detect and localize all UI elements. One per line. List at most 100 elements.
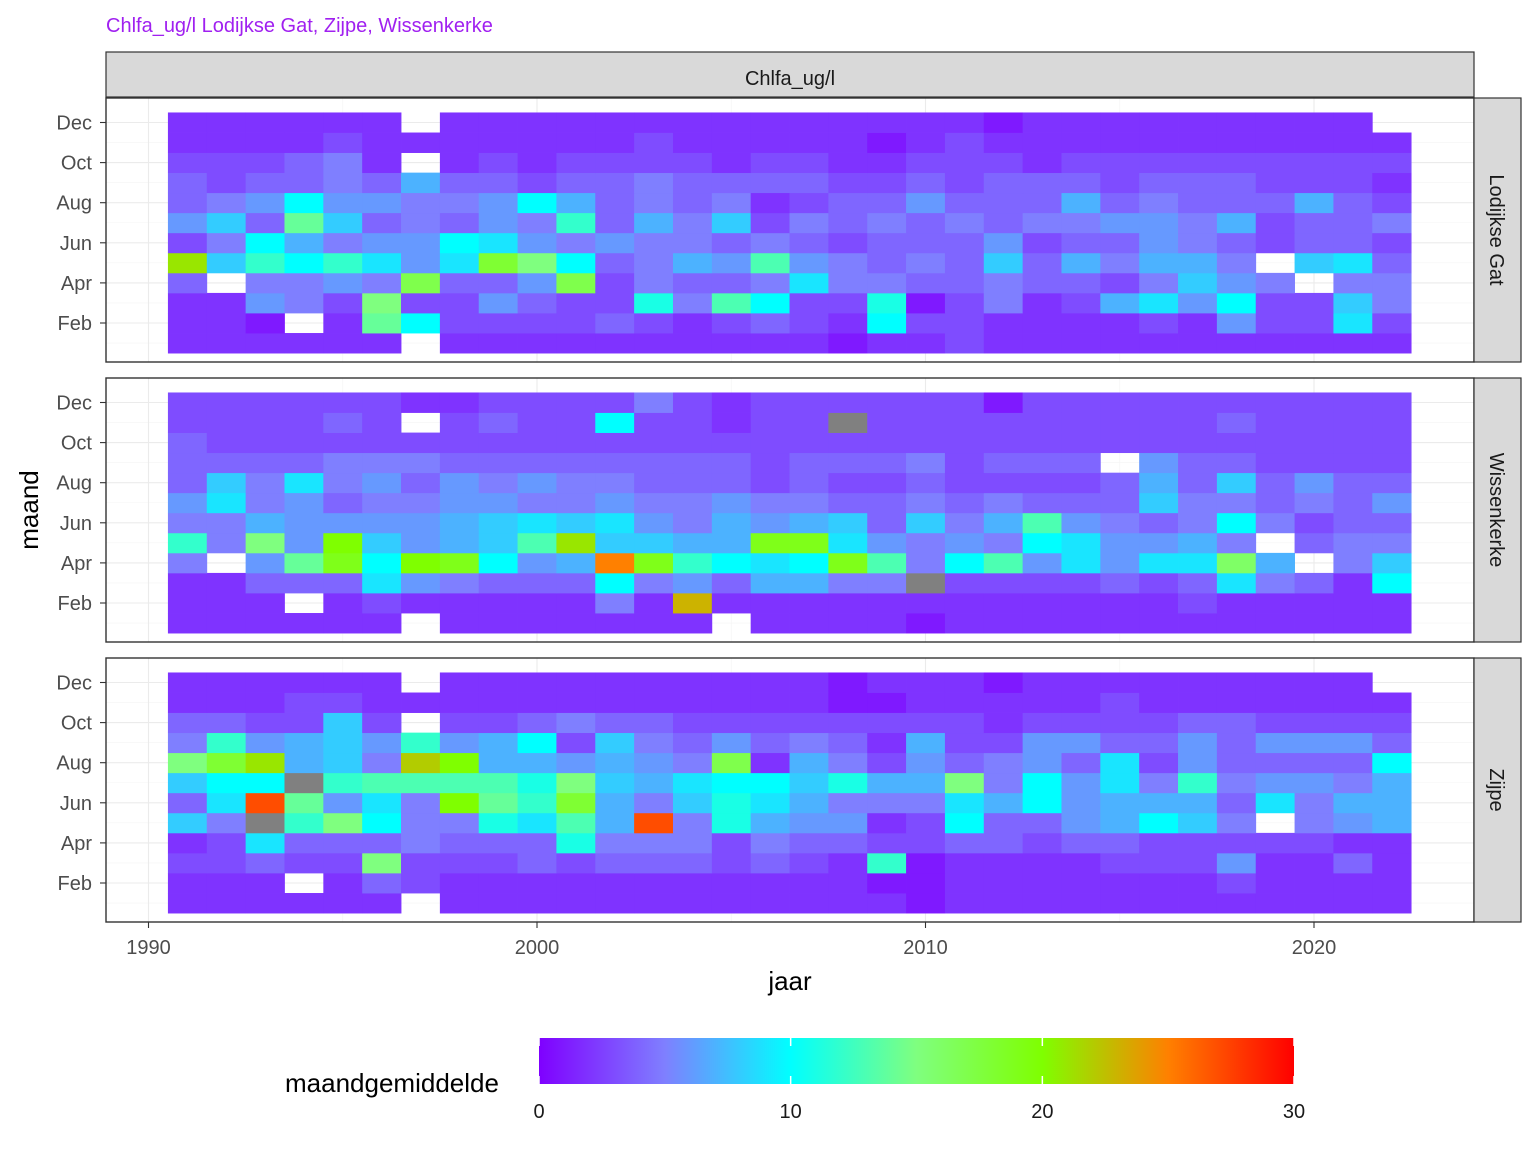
heatmap-cell	[284, 472, 324, 494]
heatmap-cell	[245, 832, 285, 854]
heatmap-cell	[478, 132, 518, 153]
heatmap-cell	[1100, 232, 1140, 254]
heatmap-cell	[828, 872, 868, 894]
heatmap-cell	[828, 432, 868, 454]
heatmap-cell	[1372, 812, 1412, 834]
heatmap-cell	[439, 672, 480, 693]
column-strip: Chlfa_ug/l	[105, 51, 1475, 98]
heatmap-cell	[206, 212, 247, 234]
heatmap-cell	[595, 592, 635, 614]
heatmap-cell	[672, 512, 713, 534]
heatmap-cell	[167, 872, 208, 894]
heatmap-cell	[867, 692, 907, 713]
heatmap-cell	[478, 192, 518, 214]
heatmap-cell	[634, 852, 674, 874]
heatmap-cell	[711, 412, 752, 433]
heatmap-cell	[284, 893, 324, 914]
heatmap-cell	[167, 112, 208, 133]
heatmap-cell	[1061, 893, 1101, 914]
heatmap-cell	[1061, 613, 1101, 634]
heatmap-cell	[595, 872, 635, 894]
heatmap-cell	[1294, 872, 1334, 894]
heatmap-cell	[672, 732, 713, 754]
heatmap-cell	[711, 172, 752, 194]
heatmap-cell	[401, 532, 441, 554]
heatmap-cell	[1216, 212, 1257, 234]
heatmap-cell	[167, 893, 208, 914]
heatmap-cell	[556, 412, 596, 433]
heatmap-cell	[672, 812, 713, 834]
heatmap-cell	[1216, 613, 1257, 634]
heatmap-cell	[1216, 832, 1257, 854]
heatmap-cell	[323, 292, 363, 314]
heatmap-cell	[750, 432, 790, 454]
heatmap-cell	[167, 172, 208, 194]
heatmap-cell	[944, 192, 985, 214]
heatmap-cell	[944, 592, 985, 614]
heatmap-cell	[1333, 272, 1373, 294]
heatmap-cell	[906, 772, 946, 794]
heatmap-cell	[1178, 312, 1218, 334]
heatmap-cell	[750, 712, 790, 734]
heatmap-cell	[478, 712, 518, 734]
heatmap-cell	[478, 333, 518, 354]
heatmap-cell	[867, 772, 907, 794]
heatmap-cell	[750, 532, 790, 554]
heatmap-cell	[634, 732, 674, 754]
y-axis: Feb Apr Jun Aug Oct Dec	[56, 673, 106, 895]
heatmap-cell	[906, 752, 946, 774]
heatmap-cell	[1372, 752, 1412, 774]
heatmap-cell	[206, 572, 247, 594]
y-tick-label: Apr	[61, 833, 92, 855]
heatmap-cell	[906, 452, 946, 474]
heatmap-cell	[983, 712, 1024, 734]
heatmap-cell	[750, 472, 790, 494]
heatmap-cell	[1372, 832, 1412, 854]
heatmap-cell	[983, 572, 1024, 594]
heatmap-cell	[634, 333, 674, 354]
heatmap-cell	[362, 312, 402, 334]
heatmap-cell	[867, 252, 907, 274]
heatmap-cell	[1022, 452, 1062, 474]
heatmap-cell	[1139, 872, 1179, 894]
heatmap-cell	[595, 252, 635, 274]
heatmap-cell	[323, 732, 363, 754]
heatmap-cell	[983, 752, 1024, 774]
heatmap-cell	[517, 192, 557, 214]
heatmap-cell	[245, 492, 285, 514]
heatmap-cell	[983, 472, 1024, 494]
heatmap-cell	[206, 872, 247, 894]
heatmap-cell	[867, 472, 907, 494]
heatmap-cell	[323, 172, 363, 194]
heatmap-cell	[556, 792, 596, 814]
heatmap-cell	[206, 132, 247, 153]
heatmap-cell	[944, 472, 985, 494]
heatmap-cell	[362, 252, 402, 274]
heatmap-cell	[672, 832, 713, 854]
heatmap-cell	[401, 552, 441, 574]
heatmap-cell	[634, 552, 674, 574]
heatmap-cell	[1372, 333, 1412, 354]
heatmap-cell	[672, 112, 713, 133]
heatmap-cell	[1022, 152, 1062, 174]
heatmap-cell	[828, 812, 868, 834]
heatmap-cell	[439, 772, 480, 794]
heatmap-cell	[517, 172, 557, 194]
heatmap-cell	[867, 452, 907, 474]
heatmap-cell	[362, 292, 402, 314]
heatmap-cell	[1333, 692, 1373, 713]
heatmap-cell	[828, 192, 868, 214]
heatmap-cell	[478, 692, 518, 713]
heatmap-cell	[595, 312, 635, 334]
heatmap-cell	[439, 312, 480, 334]
heatmap-cell	[245, 432, 285, 454]
heatmap-cell	[750, 172, 790, 194]
heatmap-cell	[517, 392, 557, 413]
heatmap-cell	[867, 392, 907, 413]
heatmap-cell	[1255, 572, 1295, 594]
heatmap-cell	[1100, 272, 1140, 294]
heatmap-cell	[1022, 112, 1062, 133]
heatmap-cell	[634, 112, 674, 133]
heatmap-cell	[1216, 672, 1257, 693]
heatmap-cell	[517, 452, 557, 474]
